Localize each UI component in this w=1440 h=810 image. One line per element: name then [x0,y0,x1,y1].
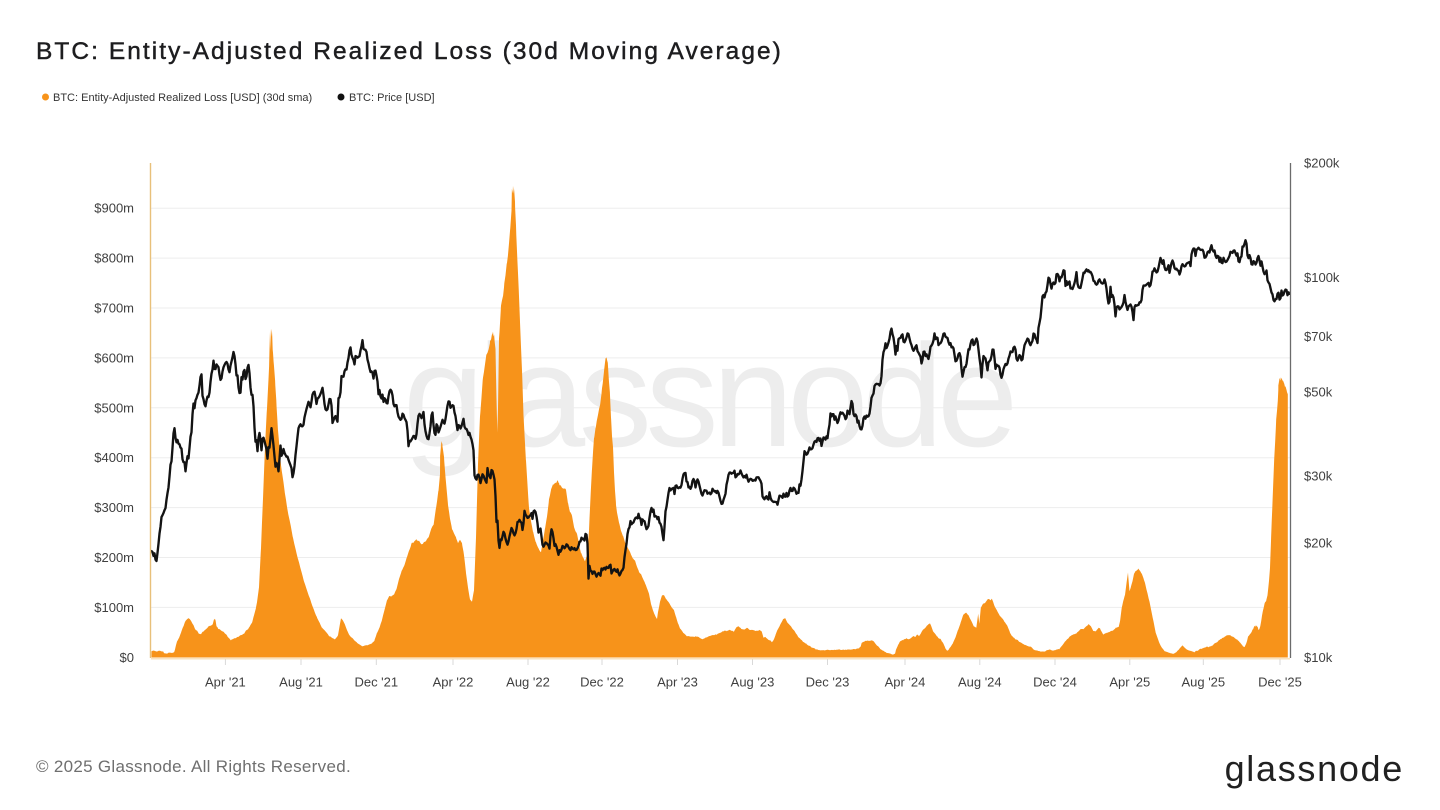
svg-text:BTC: Entity-Adjusted Realized: BTC: Entity-Adjusted Realized Loss (30d … [36,38,783,65]
svg-text:Dec '25: Dec '25 [1258,675,1302,690]
svg-text:$800m: $800m [94,251,134,266]
svg-text:BTC: Entity-Adjusted Realized: BTC: Entity-Adjusted Realized Loss [USD]… [53,92,312,104]
svg-text:Dec '23: Dec '23 [806,675,850,690]
svg-text:$200m: $200m [94,550,134,565]
svg-text:Aug '22: Aug '22 [506,675,550,690]
svg-text:Apr '22: Apr '22 [433,675,474,690]
svg-text:$700m: $700m [94,301,134,316]
svg-text:Apr '25: Apr '25 [1109,675,1150,690]
svg-text:Aug '25: Aug '25 [1181,675,1225,690]
svg-text:Dec '21: Dec '21 [354,675,398,690]
svg-text:$10k: $10k [1304,650,1333,665]
svg-text:glassnode: glassnode [1225,748,1404,789]
svg-text:Aug '23: Aug '23 [731,675,775,690]
svg-text:$50k: $50k [1304,384,1333,399]
svg-text:$900m: $900m [94,201,134,216]
svg-text:$500m: $500m [94,400,134,415]
svg-text:$100m: $100m [94,600,134,615]
svg-text:$100k: $100k [1304,270,1340,285]
svg-text:BTC: Price [USD]: BTC: Price [USD] [349,92,435,104]
svg-text:$300m: $300m [94,500,134,515]
svg-text:Aug '21: Aug '21 [279,675,323,690]
svg-text:$0: $0 [120,650,134,665]
svg-text:$70k: $70k [1304,329,1333,344]
svg-text:Apr '23: Apr '23 [657,675,698,690]
svg-text:Dec '24: Dec '24 [1033,675,1077,690]
svg-text:Apr '24: Apr '24 [885,675,926,690]
svg-text:Aug '24: Aug '24 [958,675,1002,690]
svg-text:$600m: $600m [94,350,134,365]
svg-text:Dec '22: Dec '22 [580,675,624,690]
svg-text:$200k: $200k [1304,156,1340,171]
svg-text:$30k: $30k [1304,469,1333,484]
svg-text:Apr '21: Apr '21 [205,675,246,690]
svg-text:© 2025 Glassnode. All Rights R: © 2025 Glassnode. All Rights Reserved. [36,757,351,776]
svg-text:$20k: $20k [1304,535,1333,550]
svg-text:$400m: $400m [94,450,134,465]
